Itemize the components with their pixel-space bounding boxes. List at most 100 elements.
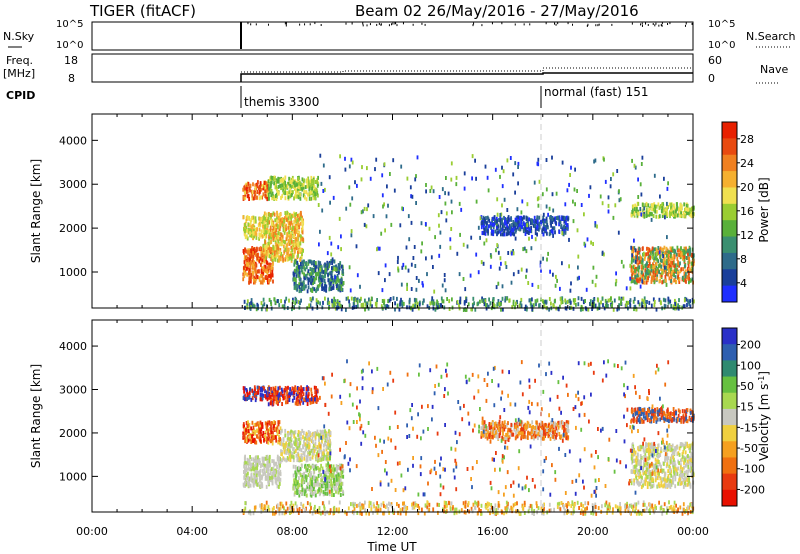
heatmap-cell [290,239,293,244]
heatmap-cell [551,155,553,160]
nsky-dot [587,23,589,26]
heatmap-cell [301,230,304,235]
heatmap-cell [669,254,672,259]
heatmap-cell [331,493,333,497]
heatmap-cell [273,470,275,475]
heatmap-cell [350,296,353,301]
heatmap-cell [314,394,316,399]
heatmap-cell [285,227,287,232]
heatmap-cell [329,431,332,436]
heatmap-cell [265,212,268,217]
heatmap-cell [277,473,280,478]
heatmap-cell [249,483,252,488]
heatmap-cell [251,193,254,198]
heatmap-cell [312,180,315,185]
heatmap-cell [486,175,489,180]
heatmap-cell [500,307,502,312]
heatmap-cell [532,219,535,224]
heatmap-cell [270,390,272,395]
heatmap-cell [243,473,246,478]
heatmap-cell [549,221,552,226]
heatmap-cell [304,433,307,438]
nsky-dot [250,23,252,26]
heatmap-cell [305,387,308,391]
heatmap-cell [315,393,318,398]
heatmap-cell [384,228,386,233]
heatmap-cell [641,301,643,306]
heatmap-cell [574,167,576,172]
heatmap-cell [530,246,533,251]
heatmap-cell [652,203,655,208]
heatmap-cell [314,447,317,451]
heatmap-cell [306,184,309,189]
heatmap-cell [625,286,628,291]
heatmap-cell [674,213,676,217]
heatmap-cell [662,297,665,302]
heatmap-cell [243,424,245,429]
heatmap-cell [282,393,284,398]
heatmap-cell [384,304,386,309]
heatmap-cell [534,237,537,242]
heatmap-cell [362,209,364,214]
heatmap-cell [413,245,416,249]
heatmap-cell [289,250,292,255]
heatmap-cell [309,397,312,402]
heatmap-cell [297,487,300,492]
heatmap-cell [318,450,320,455]
heatmap-cell [631,158,633,163]
heatmap-cell [633,213,636,218]
heatmap-cell [313,385,316,390]
heatmap-cell [521,217,524,222]
heatmap-cell [536,161,539,166]
heatmap-cell [351,196,354,201]
heatmap-cell [601,201,604,206]
heatmap-cell [633,238,635,243]
heatmap-cell [480,225,483,230]
heatmap-cell [317,482,320,487]
heatmap-cell [299,301,301,305]
heatmap-cell [255,455,257,460]
nsky-dot [640,23,642,26]
heatmap-cell [307,179,310,184]
heatmap-cell [312,433,315,438]
heatmap-cell [294,401,297,406]
heatmap-cell [562,225,565,230]
heatmap-cell [264,255,267,260]
heatmap-cell [301,260,303,265]
heatmap-cell [284,247,287,252]
heatmap-cell [325,437,328,442]
heatmap-cell [558,215,561,220]
heatmap-cell [271,459,274,464]
heatmap-cell [290,193,293,197]
nsky-dots [247,22,693,27]
heatmap-cell [470,307,473,312]
heatmap-cell [637,177,639,182]
heatmap-cell [309,451,311,455]
heatmap-cell [348,303,351,308]
heatmap-cell [448,299,451,304]
heatmap-cell [246,429,248,434]
heatmap-cell [631,209,634,214]
heatmap-cell [355,304,358,309]
heatmap-cell [285,441,288,446]
heatmap-cell [615,271,617,276]
heatmap-cell [291,248,293,253]
heatmap-cell [377,246,379,251]
heatmap-cell [270,235,272,240]
heatmap-cell [262,472,265,477]
heatmap-cell [639,277,641,282]
heatmap-cell [350,229,353,234]
heatmap-cell [470,235,473,240]
nsky-dot [362,22,364,25]
heatmap-cell [325,445,328,450]
heatmap-cell [469,273,472,278]
heatmap-cell [272,226,275,231]
heatmap-cell [676,245,679,250]
heatmap-cell [301,265,304,270]
heatmap-cell [364,307,366,312]
heatmap-cell [272,194,275,199]
heatmap-cell [298,437,300,442]
heatmap-cell [298,185,300,189]
heatmap-cell [271,480,274,485]
heatmap-cell [279,218,282,223]
